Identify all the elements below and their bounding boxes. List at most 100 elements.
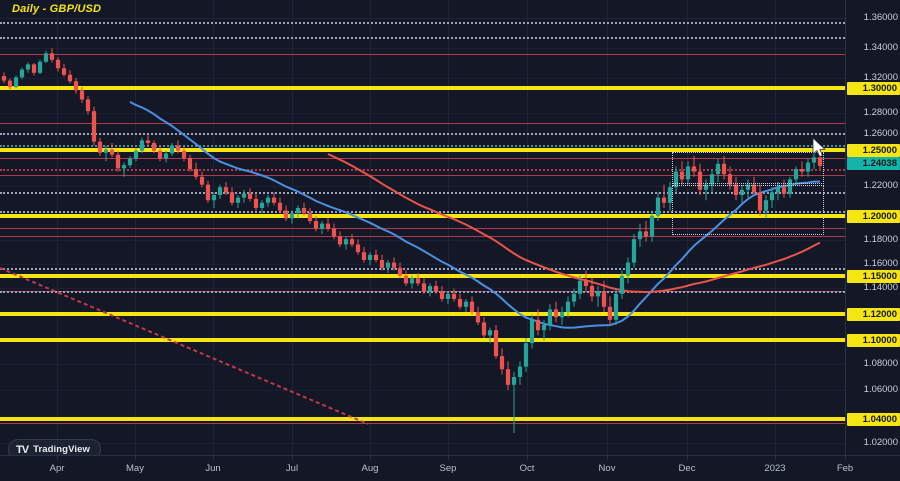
candlestick [271, 192, 277, 206]
candlestick [91, 106, 97, 146]
candlestick [655, 192, 661, 221]
time-axis-tick [527, 456, 528, 460]
price-level-line[interactable] [0, 417, 845, 421]
candlestick [553, 301, 559, 323]
price-level-line[interactable] [0, 214, 845, 218]
candlestick [709, 169, 715, 193]
price-level-line[interactable] [0, 228, 845, 229]
candlestick [7, 78, 13, 91]
candlestick [337, 231, 343, 247]
candlestick [433, 280, 439, 294]
candlestick-series [1, 48, 823, 433]
dotted-level-line [0, 22, 845, 24]
time-axis-tick [845, 456, 846, 460]
time-axis-tick [292, 456, 293, 460]
price-axis-label[interactable]: 1.04000 [847, 413, 900, 426]
candlestick [25, 62, 31, 73]
candlestick [43, 50, 49, 64]
price-plot-area[interactable]: Daily - GBP/USD TV TradingView [0, 0, 845, 455]
price-level-line[interactable] [0, 274, 845, 278]
consolidation-box-lower[interactable] [672, 185, 824, 235]
candlestick [493, 325, 499, 359]
candlestick [349, 234, 355, 247]
candlestick [547, 304, 553, 331]
price-axis-label[interactable]: 1.12000 [847, 308, 900, 321]
price-level-line[interactable] [0, 175, 845, 176]
candlestick [667, 182, 673, 211]
candlestick [451, 288, 457, 302]
price-level-line[interactable] [0, 236, 845, 237]
consolidation-box-upper[interactable] [672, 152, 824, 184]
candlestick [211, 192, 217, 208]
price-axis-label[interactable]: 1.25000 [847, 144, 900, 157]
price-level-line[interactable] [0, 148, 845, 152]
candlestick [565, 296, 571, 318]
candlestick [175, 140, 181, 154]
candlestick [643, 221, 649, 242]
candlestick [415, 273, 421, 286]
candlestick [763, 195, 769, 219]
price-level-line[interactable] [0, 158, 845, 159]
vertical-gridline [57, 0, 58, 455]
candlestick [253, 193, 259, 211]
time-axis-tick [213, 456, 214, 460]
candlestick [61, 63, 67, 77]
price-axis-label[interactable]: 1.20000 [847, 210, 900, 223]
candlestick [19, 67, 25, 80]
dotted-level-line [0, 291, 845, 293]
candlestick [49, 48, 55, 63]
time-axis-tick [135, 456, 136, 460]
candlestick [205, 180, 211, 203]
time-axis-label: May [126, 463, 144, 474]
horizontal-gridline [0, 390, 845, 391]
price-axis-label[interactable]: 1.30000 [847, 82, 900, 95]
time-axis-tick [57, 456, 58, 460]
candlestick [571, 288, 577, 307]
candlestick [385, 260, 391, 273]
price-level-line[interactable] [0, 312, 845, 316]
time-axis-label: Aug [361, 463, 379, 474]
time-axis-label: Jul [285, 463, 299, 474]
price-axis-label[interactable]: 1.15000 [847, 270, 900, 283]
price-level-line[interactable] [0, 86, 845, 90]
candlestick [613, 288, 619, 325]
horizontal-gridline [0, 443, 845, 444]
candlestick [583, 270, 589, 292]
dotted-level-line [0, 192, 845, 194]
candlestick [235, 195, 241, 208]
tradingview-logo-icon[interactable]: TV TradingView [8, 439, 101, 455]
candlestick [475, 306, 481, 325]
candlestick [535, 309, 541, 336]
price-axis-label[interactable]: 1.10000 [847, 334, 900, 347]
vertical-gridline [135, 0, 136, 455]
price-level-line[interactable] [0, 123, 845, 124]
candlestick [673, 166, 679, 193]
price-axis[interactable]: 1.36000 1.34000 1.32000 1.30000 1.28000 1.260… [845, 0, 900, 455]
candlestick [367, 252, 373, 266]
candlestick [619, 270, 625, 299]
price-axis-label: 1.36000 [863, 12, 898, 23]
current-price-label[interactable]: 1.24038 [847, 157, 900, 170]
candlestick [31, 63, 37, 76]
time-axis-label: Oct [519, 463, 535, 474]
candlestick [67, 70, 73, 84]
price-level-line[interactable] [0, 54, 845, 55]
candlestick [463, 299, 469, 312]
candlestick [379, 254, 385, 271]
time-axis[interactable]: Apr May Jun Jul Aug Sep Oct Nov Dec 2023 Feb [0, 455, 900, 481]
time-axis-tick [370, 456, 371, 460]
vertical-gridline [607, 0, 608, 455]
candlestick [481, 317, 487, 338]
candlestick [73, 78, 79, 94]
candlestick [517, 361, 523, 385]
vertical-gridline [448, 0, 449, 455]
candlestick [109, 143, 115, 158]
candlestick [193, 162, 199, 180]
candlestick [13, 75, 19, 89]
candlestick [799, 161, 805, 177]
price-level-line[interactable] [0, 338, 845, 342]
candlestick [307, 208, 313, 224]
candlestick [589, 278, 595, 302]
price-level-line[interactable] [0, 423, 845, 424]
